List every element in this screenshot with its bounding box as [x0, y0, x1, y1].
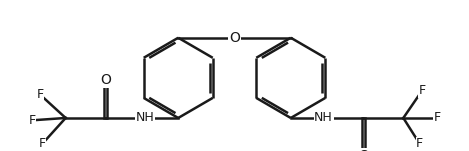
Text: F: F	[28, 114, 36, 127]
Text: NH: NH	[136, 111, 155, 124]
Text: O: O	[229, 31, 240, 45]
Text: F: F	[418, 84, 426, 97]
Text: F: F	[36, 88, 44, 101]
Text: F: F	[38, 137, 46, 150]
Text: F: F	[416, 137, 424, 150]
Text: F: F	[433, 111, 441, 124]
Text: NH: NH	[314, 111, 333, 124]
Text: O: O	[100, 73, 111, 87]
Text: O: O	[358, 149, 369, 151]
